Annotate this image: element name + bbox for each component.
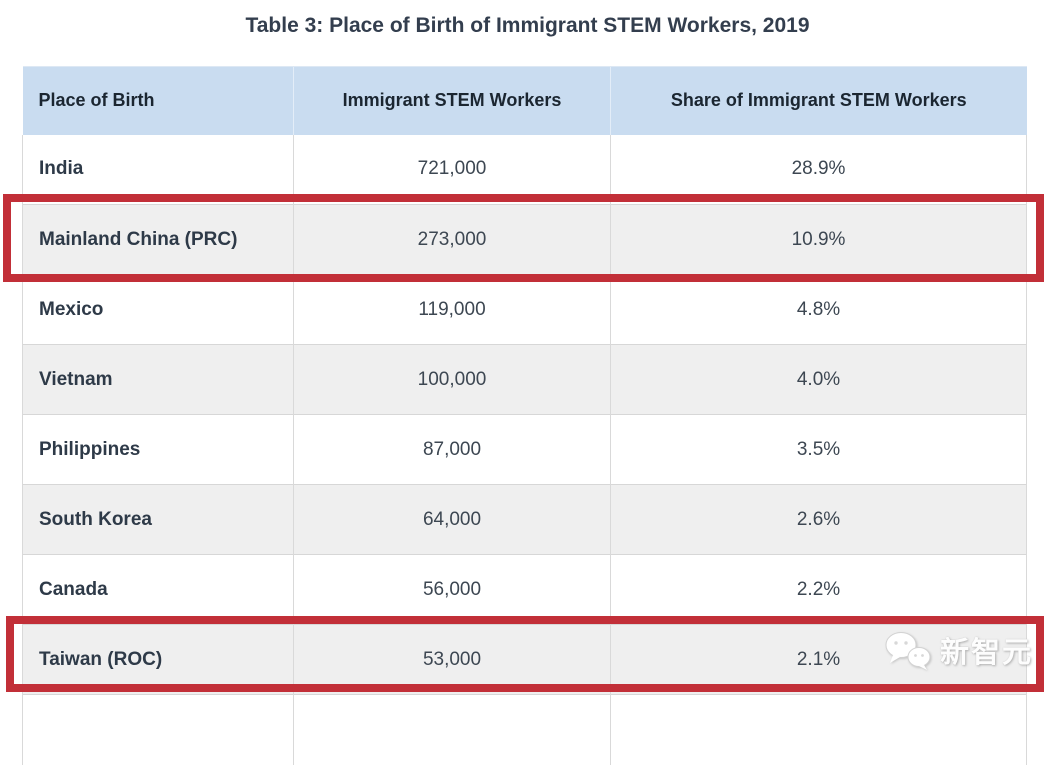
cell-workers: 56,000 — [293, 554, 611, 625]
cell-workers: 100,000 — [293, 344, 611, 415]
cell-share: 3.5% — [610, 414, 1027, 485]
table-row: India 721,000 28.9% — [22, 134, 1027, 205]
cell-workers: 64,000 — [293, 484, 611, 555]
cell-share: 2.2% — [610, 554, 1027, 625]
cell-share: 10.9% — [610, 204, 1027, 275]
highlight-box-taiwan — [6, 616, 1044, 692]
page-title: Table 3: Place of Birth of Immigrant STE… — [245, 14, 810, 37]
header-place-of-birth: Place of Birth — [22, 66, 294, 135]
highlight-box-mainland-china — [3, 194, 1044, 282]
cell-share: 28.9% — [610, 134, 1027, 205]
cell-place: India — [22, 134, 294, 205]
header-immigrant-stem-workers: Immigrant STEM Workers — [293, 66, 611, 135]
cell-place: Mexico — [22, 274, 294, 345]
cell-share: 2.1% — [610, 624, 1027, 695]
cell-workers: 87,000 — [293, 414, 611, 485]
cell-share: 4.8% — [610, 274, 1027, 345]
table-row: Taiwan (ROC) 53,000 2.1% — [22, 624, 1027, 695]
table-row: Mainland China (PRC) 273,000 10.9% — [22, 204, 1027, 275]
table-row: South Korea 64,000 2.6% — [22, 484, 1027, 555]
table-row: Vietnam 100,000 4.0% — [22, 344, 1027, 415]
cell-place: Mainland China (PRC) — [22, 204, 294, 275]
cell-place: Taiwan (ROC) — [22, 624, 294, 695]
cell-place: South Korea — [22, 484, 294, 555]
cell-workers: 273,000 — [293, 204, 611, 275]
table-row: Mexico 119,000 4.8% — [22, 274, 1027, 345]
table-row-partial — [22, 694, 1027, 765]
cell-workers: 53,000 — [293, 624, 611, 695]
table-row: Canada 56,000 2.2% — [22, 554, 1027, 625]
table-header-row: Place of Birth Immigrant STEM Workers Sh… — [22, 66, 1027, 135]
cell-place: Canada — [22, 554, 294, 625]
cell-place: Philippines — [22, 414, 294, 485]
cell-share: 4.0% — [610, 344, 1027, 415]
header-share: Share of Immigrant STEM Workers — [610, 66, 1027, 135]
table-row: Philippines 87,000 3.5% — [22, 414, 1027, 485]
cell-workers: 721,000 — [293, 134, 611, 205]
cell-share: 2.6% — [610, 484, 1027, 555]
cell-place: Vietnam — [22, 344, 294, 415]
cell-workers: 119,000 — [293, 274, 611, 345]
